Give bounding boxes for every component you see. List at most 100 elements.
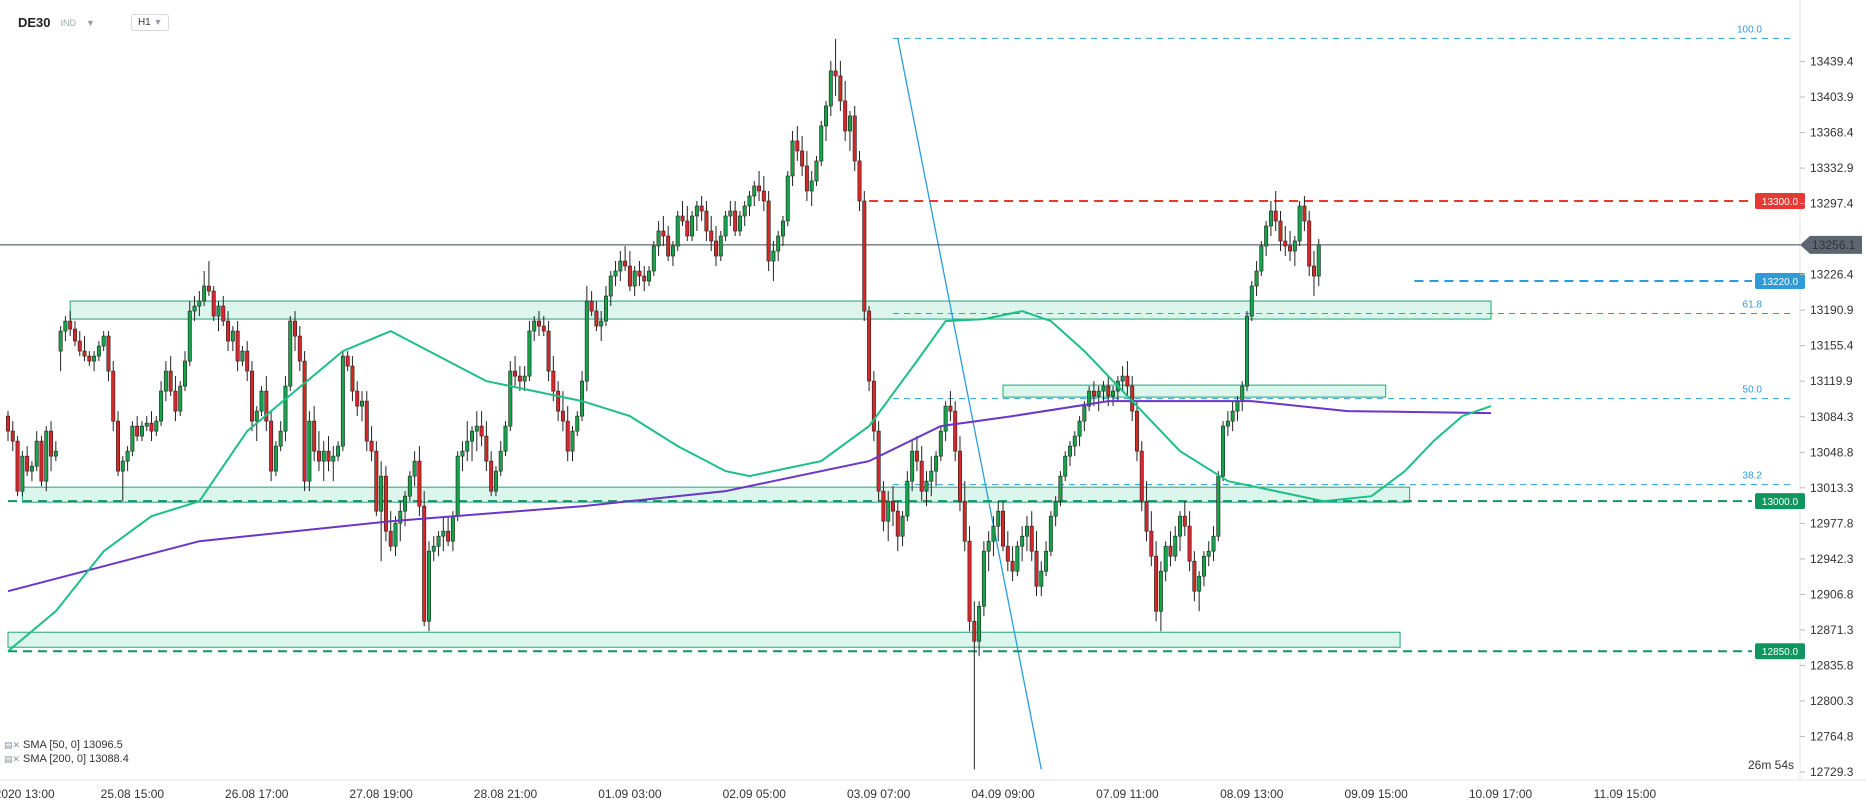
candle-body xyxy=(709,230,714,242)
candle-body xyxy=(63,320,68,332)
candle-body xyxy=(685,220,690,237)
time-tick-label: 10.09 17:00 xyxy=(1469,787,1533,801)
candle-body xyxy=(938,430,943,457)
price-tick-label: 12835.8 xyxy=(1810,658,1854,672)
candle-body xyxy=(910,450,915,482)
candle-body xyxy=(1230,410,1235,422)
time-tick-label: 09.09 15:00 xyxy=(1344,787,1408,801)
candle-body xyxy=(206,285,211,292)
candle-body xyxy=(168,370,173,392)
time-tick-label: 03.09 07:00 xyxy=(847,787,911,801)
candle-body xyxy=(1063,455,1068,477)
candle-body xyxy=(1206,550,1211,557)
candle-body xyxy=(1111,390,1116,397)
candle-body xyxy=(723,215,728,237)
candle-body xyxy=(1001,510,1006,547)
candle-body xyxy=(608,275,613,297)
candle-body xyxy=(297,335,302,362)
price-tick-label: 12764.8 xyxy=(1810,729,1854,743)
candle-body xyxy=(293,320,298,337)
candle-body xyxy=(470,430,475,442)
timeframe-selector[interactable]: H1 ▼ xyxy=(130,14,170,31)
chevron-down-icon[interactable]: ▼ xyxy=(86,17,95,28)
candle-body xyxy=(407,475,412,497)
candle-body xyxy=(139,425,144,437)
candle-body xyxy=(44,430,49,482)
price-tick-label: 13332.9 xyxy=(1810,161,1854,175)
settings-icon[interactable]: ▤✕ xyxy=(4,754,21,764)
candle-body xyxy=(53,450,58,457)
candle-body xyxy=(1168,545,1173,557)
candle-body xyxy=(847,115,852,132)
candle-body xyxy=(809,180,814,192)
candle-body xyxy=(431,545,436,552)
timeframe-label: H1 xyxy=(137,17,151,28)
candle-body xyxy=(642,275,647,282)
candle-body xyxy=(1182,515,1187,527)
candle-body xyxy=(235,330,240,362)
sma50-line xyxy=(7,310,1492,652)
settings-icon[interactable]: ▤✕ xyxy=(4,740,21,750)
candle-body xyxy=(934,455,939,472)
candle-body xyxy=(565,420,570,452)
legend-item-sma50[interactable]: ▤✕ SMA [50, 0] 13096.5 xyxy=(4,738,129,752)
legend-item-sma200[interactable]: ▤✕ SMA [200, 0] 13088.4 xyxy=(4,752,129,766)
candle-body xyxy=(1144,500,1149,532)
candle-body xyxy=(1091,390,1096,397)
candle-body xyxy=(393,522,398,547)
candle-body xyxy=(776,235,781,252)
fib-swing-line xyxy=(897,38,1042,770)
candle-body xyxy=(240,350,245,362)
price-level-tag-label: 13300.0 xyxy=(1762,197,1799,208)
candle-body xyxy=(1254,270,1259,287)
indicator-legend: ▤✕ SMA [50, 0] 13096.5 ▤✕ SMA [200, 0] 130… xyxy=(4,738,129,766)
candle-body xyxy=(96,345,101,357)
price-tick-label: 12871.3 xyxy=(1810,623,1854,637)
candle-body xyxy=(1245,315,1249,387)
candle-body xyxy=(1264,225,1269,247)
candle-body xyxy=(757,185,762,192)
candle-body xyxy=(484,435,489,462)
candle-body xyxy=(422,505,427,622)
symbol-label[interactable]: DE30 xyxy=(18,15,51,30)
candle-body xyxy=(714,240,718,257)
candle-body xyxy=(1240,385,1245,402)
candle-body xyxy=(891,500,895,512)
fib-level-label: 100.0 xyxy=(1737,24,1762,35)
candle-body xyxy=(1307,220,1312,267)
candle-body xyxy=(824,105,829,127)
candle-body xyxy=(996,510,1001,527)
price-level-tag xyxy=(1755,192,1805,209)
candle-body xyxy=(77,340,82,352)
candle-body xyxy=(1154,555,1159,612)
candle-body xyxy=(364,400,369,442)
candle-body xyxy=(307,420,312,482)
candle-body xyxy=(699,205,704,212)
candle-body xyxy=(503,425,508,452)
symbol-type-tag: IND xyxy=(60,17,77,28)
candle-body xyxy=(666,235,671,257)
candle-body xyxy=(1178,515,1183,537)
last-price-tag xyxy=(1800,235,1862,254)
candle-body xyxy=(991,525,996,542)
candle-body xyxy=(948,405,953,412)
support-resistance-zone xyxy=(1002,384,1387,398)
candle-body xyxy=(828,70,833,107)
candle-body xyxy=(187,310,192,362)
candle-body xyxy=(556,390,561,412)
candle-body xyxy=(1316,244,1321,277)
candle-body xyxy=(455,455,460,517)
candle-body xyxy=(230,330,235,342)
time-tick-label: 02.09 05:00 xyxy=(723,787,787,801)
candle-body xyxy=(1163,545,1168,572)
candle-body xyxy=(383,475,388,532)
last-price-label: 13256.1 xyxy=(1812,238,1856,252)
candle-body xyxy=(130,425,135,452)
candle-body xyxy=(594,310,599,327)
candle-body xyxy=(819,125,824,162)
candle-body xyxy=(1029,525,1034,552)
chevron-down-icon: ▼ xyxy=(153,17,163,27)
candle-body xyxy=(981,550,986,607)
candle-body xyxy=(972,620,977,642)
